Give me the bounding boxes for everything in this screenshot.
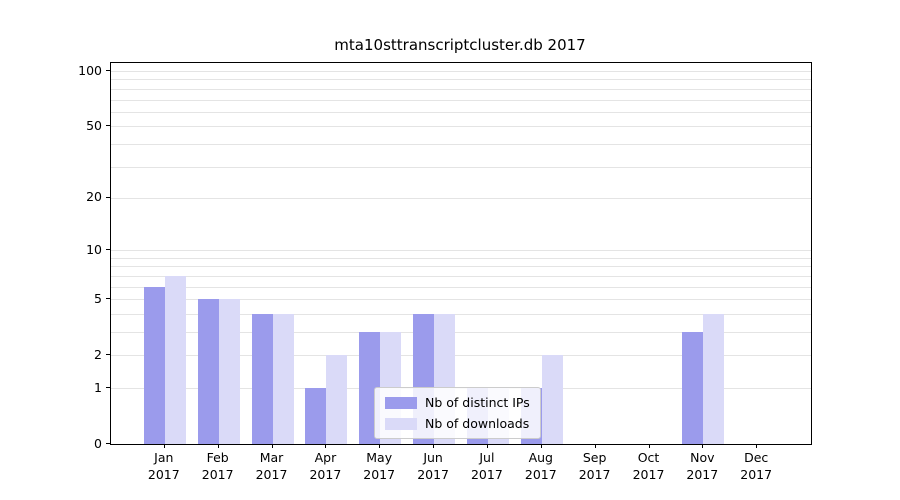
legend-item-distinct-ips: Nb of distinct IPs: [385, 395, 530, 410]
y-tick-mark: [106, 354, 110, 356]
y-tick-label: 20: [86, 189, 102, 205]
x-tick-mark: [594, 444, 596, 448]
gridline: [111, 286, 811, 288]
gridline: [111, 166, 811, 168]
bar-distinct-ips-mar: [251, 313, 273, 444]
x-tick-mark: [702, 444, 704, 448]
x-tick-mark: [325, 444, 327, 448]
gridline: [111, 275, 811, 277]
gridline: [111, 313, 811, 315]
y-tick-mark: [106, 249, 110, 251]
x-tick-mark: [433, 444, 435, 448]
x-tick-label-jul: Jul 2017: [470, 450, 503, 482]
gridline: [111, 111, 811, 113]
x-tick-label-oct: Oct 2017: [632, 450, 665, 482]
y-tick-mark: [106, 125, 110, 127]
y-tick-label: 2: [94, 346, 102, 362]
legend-patch-distinct-ips: [385, 396, 417, 409]
y-tick-label: 100: [78, 62, 102, 78]
x-tick-mark: [379, 444, 381, 448]
x-tick-label-mar: Mar 2017: [255, 450, 288, 482]
gridline: [111, 88, 811, 90]
y-tick-mark: [106, 196, 110, 198]
x-tick-label-dec: Dec 2017: [740, 450, 773, 482]
bar-distinct-ips-nov: [682, 332, 704, 444]
y-tick-mark: [106, 443, 110, 444]
x-tick-mark: [271, 444, 273, 448]
legend-patch-downloads: [385, 417, 417, 430]
gridline: [111, 143, 811, 145]
bar-downloads-apr: [326, 355, 348, 444]
legend-item-downloads: Nb of downloads: [385, 416, 530, 431]
legend: Nb of distinct IPs Nb of downloads: [374, 387, 541, 439]
legend-label-downloads: Nb of downloads: [425, 416, 530, 431]
gridline: [111, 126, 811, 128]
gridline: [111, 79, 811, 81]
x-tick-label-jun: Jun 2017: [417, 450, 449, 482]
gridline: [111, 299, 811, 301]
bar-downloads-aug: [541, 355, 563, 444]
bar-downloads-nov: [703, 313, 725, 444]
y-tick-label: 0: [94, 435, 102, 451]
y-tick-mark: [106, 70, 110, 71]
y-tick-label: 1: [94, 379, 102, 395]
chart-title: mta10sttranscriptcluster.db 2017: [334, 36, 586, 54]
x-tick-mark: [217, 444, 219, 448]
gridline: [111, 332, 811, 333]
gridline: [111, 257, 811, 259]
x-tick-mark: [163, 444, 165, 448]
x-tick-mark: [486, 444, 488, 448]
gridline: [111, 266, 811, 268]
gridline: [111, 99, 811, 101]
x-tick-mark: [648, 444, 650, 448]
bar-distinct-ips-apr: [305, 388, 327, 444]
x-tick-label-sep: Sep 2017: [578, 450, 611, 482]
bar-downloads-mar: [272, 313, 294, 444]
gridline: [111, 355, 811, 357]
gridline: [111, 250, 811, 252]
y-tick-label: 50: [86, 117, 102, 133]
x-tick-label-aug: Aug 2017: [524, 450, 557, 482]
x-tick-label-jan: Jan 2017: [147, 450, 180, 482]
x-tick-label-may: May 2017: [363, 450, 396, 482]
y-tick-label: 10: [86, 241, 102, 257]
x-tick-label-apr: Apr 2017: [309, 450, 342, 482]
gridline: [111, 71, 811, 72]
y-tick-mark: [106, 298, 110, 300]
bar-distinct-ips-feb: [197, 299, 219, 444]
bar-downloads-jan: [164, 275, 186, 444]
legend-label-distinct-ips: Nb of distinct IPs: [425, 395, 530, 410]
y-tick-mark: [106, 387, 110, 388]
bar-downloads-feb: [218, 299, 240, 444]
gridline: [111, 197, 811, 199]
x-tick-mark: [540, 444, 542, 448]
bar-distinct-ips-jan: [143, 286, 165, 444]
x-tick-mark: [756, 444, 758, 448]
x-tick-label-nov: Nov 2017: [686, 450, 719, 482]
y-tick-label: 5: [94, 290, 102, 306]
x-tick-label-feb: Feb 2017: [201, 450, 234, 482]
